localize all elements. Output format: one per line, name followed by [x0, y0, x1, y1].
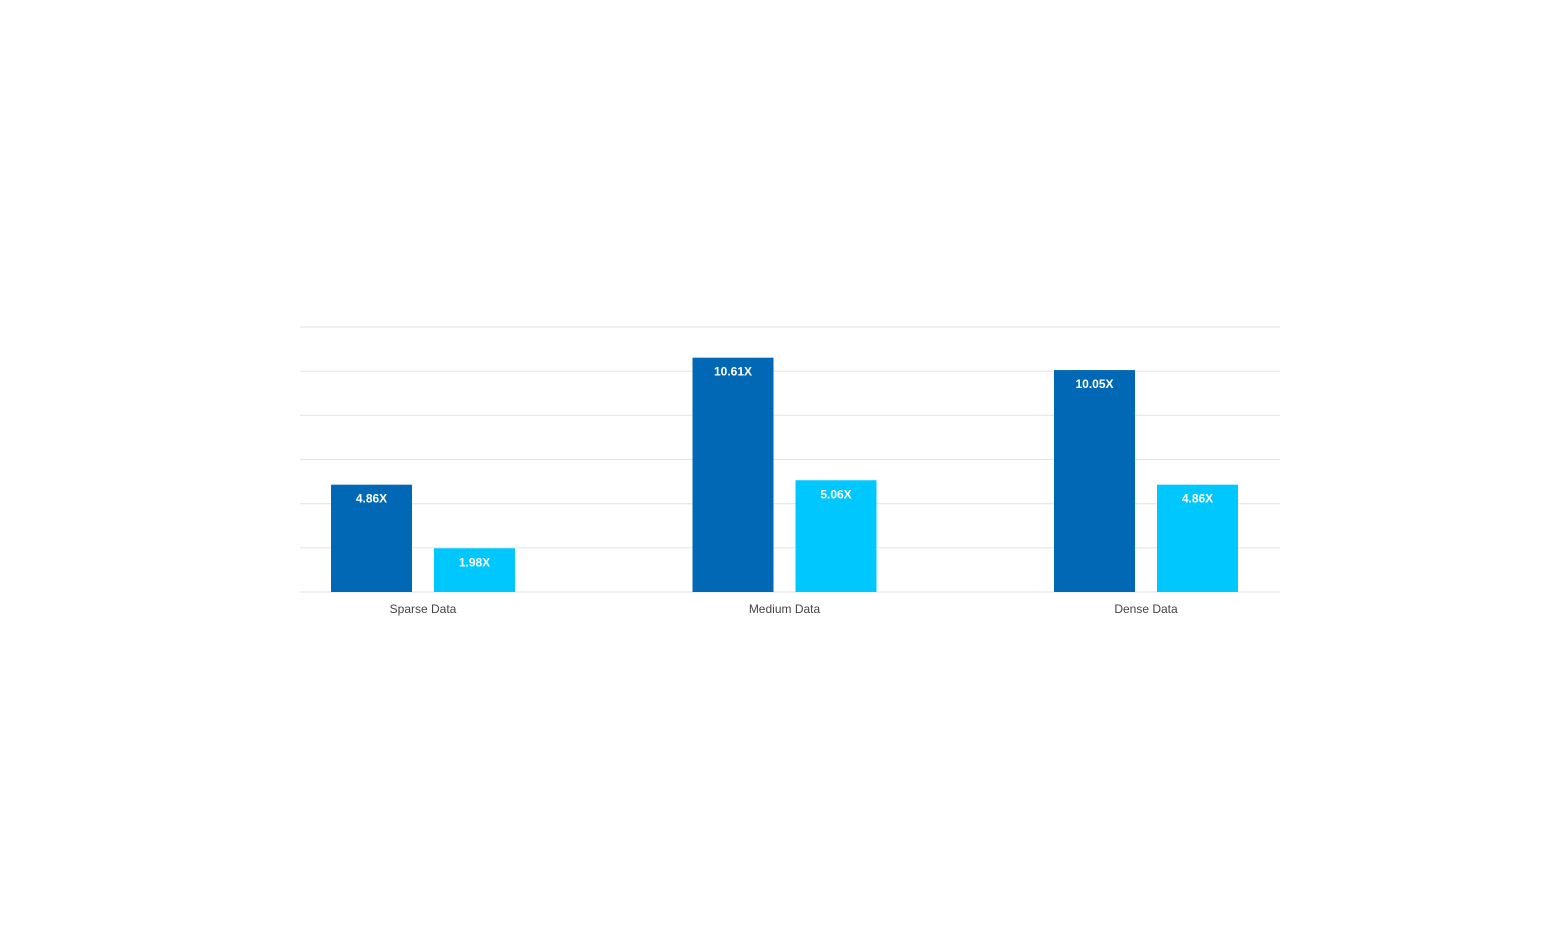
data-label: 4.86X [356, 492, 387, 506]
bar [434, 548, 515, 592]
data-label: 4.86X [1182, 492, 1213, 506]
data-label: 5.06X [820, 487, 851, 501]
data-label: 10.61X [714, 365, 752, 379]
data-label: 1.98X [459, 555, 490, 569]
bar [1157, 484, 1238, 592]
category-label: Sparse Data [390, 602, 457, 616]
bar [1054, 370, 1135, 592]
data-label: 10.05X [1075, 377, 1113, 391]
bar [795, 480, 877, 592]
category-label: Medium Data [749, 602, 821, 616]
bar [331, 484, 412, 592]
category-label: Dense Data [1114, 602, 1178, 616]
bar [692, 357, 774, 592]
